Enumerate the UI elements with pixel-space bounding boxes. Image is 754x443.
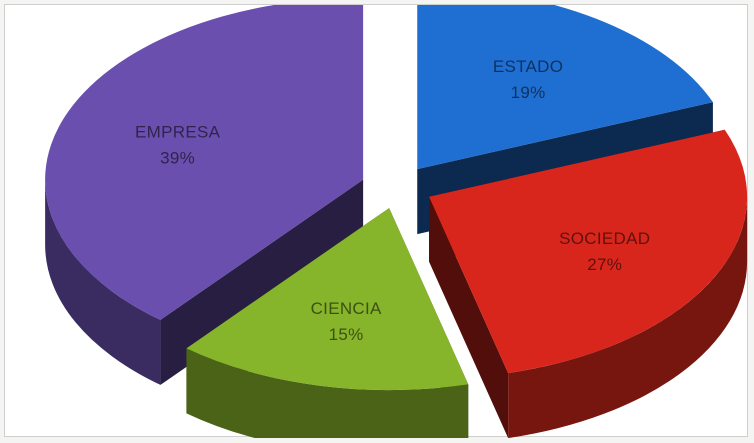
slice-ciencia [186, 208, 469, 438]
slice-outer-wall [508, 196, 748, 438]
slice-percent-ciencia: 15% [329, 325, 364, 344]
slice-top-face [186, 208, 469, 391]
slice-percent-sociedad: 27% [587, 255, 622, 274]
chart-frame: ESTADO 19% EMPRESA 39% SOCIEDAD 27% CIENCIA 15% [4, 4, 748, 438]
labels-layer: ESTADO 19% EMPRESA 39% SOCIEDAD 27% CIENCIA 15% [135, 57, 650, 344]
slices-layer [45, 5, 748, 438]
slice-top-face [45, 5, 364, 320]
slice-outer-wall [186, 348, 469, 438]
slice-top-face [417, 5, 713, 170]
slice-label-ciencia: CIENCIA [311, 299, 382, 318]
slice-outer-wall [45, 179, 161, 385]
slice-label-empresa: EMPRESA [135, 122, 221, 141]
slice-percent-empresa: 39% [160, 148, 195, 167]
slice-percent-estado: 19% [511, 83, 546, 102]
slice-sociedad [429, 129, 748, 438]
pie-chart: ESTADO 19% EMPRESA 39% SOCIEDAD 27% CIENCIA 15% [45, 5, 748, 438]
slice-label-estado: ESTADO [493, 57, 563, 76]
slice-label-sociedad: SOCIEDAD [559, 229, 650, 248]
slice-side-wall [429, 196, 509, 438]
slice-top-face [429, 129, 748, 374]
